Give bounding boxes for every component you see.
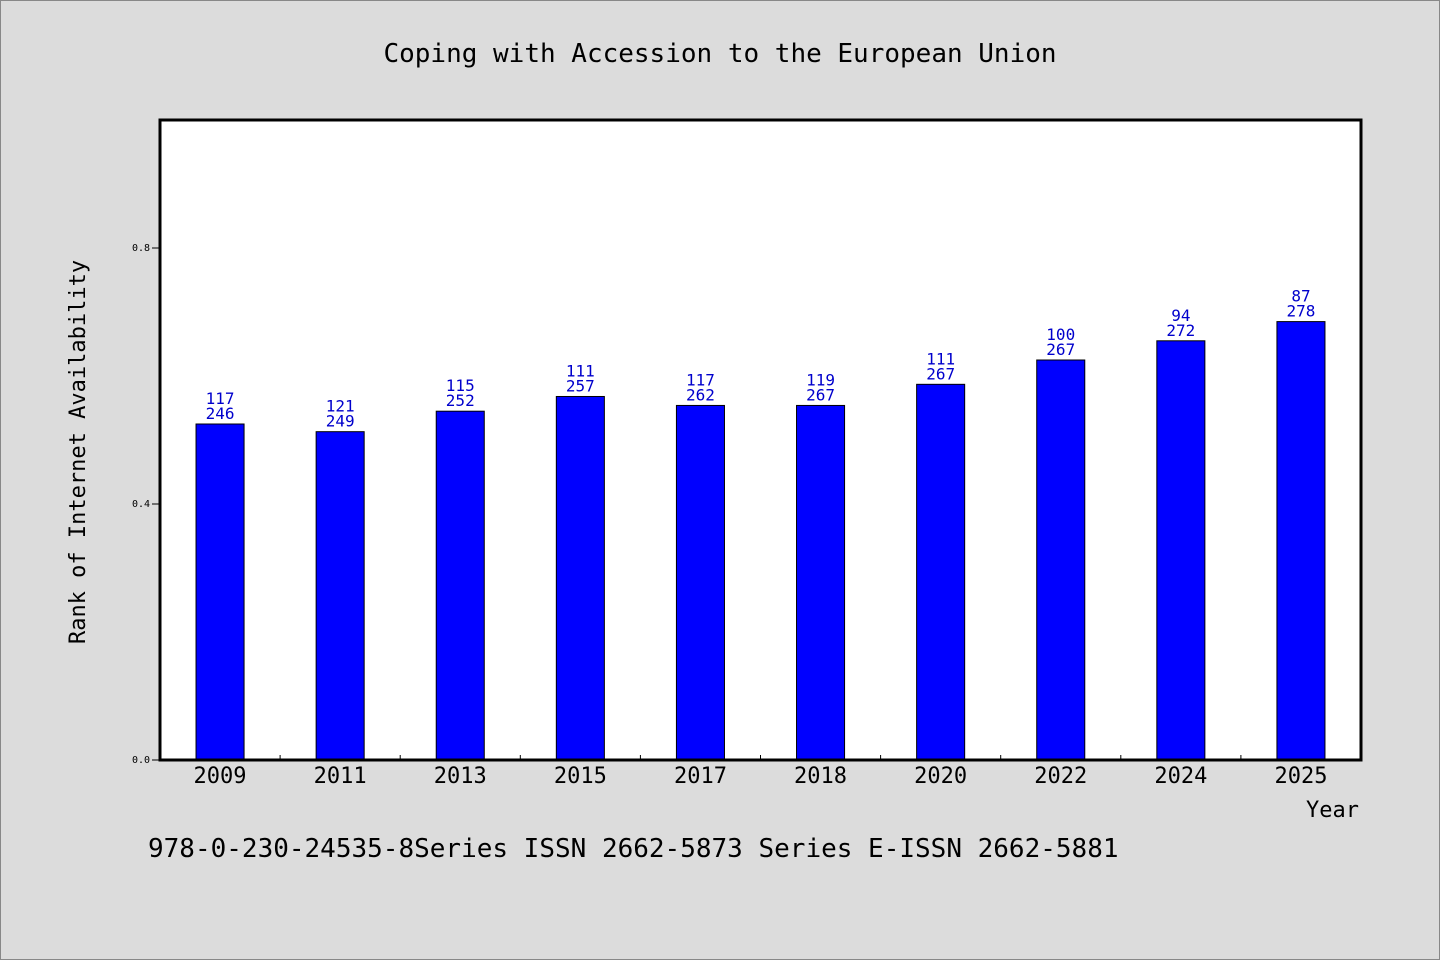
bar-2013 xyxy=(435,410,485,761)
bar-2009 xyxy=(195,423,245,761)
data-label-top-2020: 111 xyxy=(926,349,955,368)
bar-2011 xyxy=(315,431,365,761)
x-axis: 2009 2011 2013 2015 2017 2018 2020 2022 2024 2025 xyxy=(194,755,1327,789)
x-tick-label-2011: 2011 xyxy=(314,764,367,789)
data-label-bottom-2015: 257 xyxy=(566,376,595,395)
bar-2024 xyxy=(1156,340,1206,761)
data-label-top-2022: 100 xyxy=(1046,325,1075,344)
data-label-bottom-2011: 249 xyxy=(326,412,355,431)
data-label-top-2024: 94 xyxy=(1171,306,1190,325)
x-tick-label-2025: 2025 xyxy=(1274,764,1327,789)
bar-2015 xyxy=(555,395,605,761)
chart-title: Coping with Accession to the European Un… xyxy=(383,39,1056,69)
data-label-bottom-2018: 267 xyxy=(806,385,835,404)
x-axis-label: Year xyxy=(1306,798,1359,823)
x-tick-label-2018: 2018 xyxy=(794,764,847,789)
bar-2025 xyxy=(1276,321,1326,761)
data-label-bottom-2009: 246 xyxy=(206,404,235,423)
x-tick-label-2017: 2017 xyxy=(674,764,727,789)
x-tick-label-2015: 2015 xyxy=(554,764,607,789)
data-label-top-2017: 117 xyxy=(686,370,715,389)
bar-2018 xyxy=(796,404,846,761)
y-axis-label: Rank of Internet Availability xyxy=(66,260,91,644)
y-tick-label-0.0: 0.0 xyxy=(132,755,150,766)
y-tick-label-0.4: 0.4 xyxy=(132,499,150,510)
bar-2022 xyxy=(1036,359,1086,761)
data-label-top-2009: 117 xyxy=(206,389,235,408)
data-label-bottom-2025: 278 xyxy=(1286,302,1315,321)
data-label-top-2025: 87 xyxy=(1291,287,1310,306)
plot-frame xyxy=(158,118,1363,762)
data-label-top-2013: 115 xyxy=(446,376,475,395)
x-tick-label-2013: 2013 xyxy=(434,764,487,789)
x-tick-label-2024: 2024 xyxy=(1154,764,1207,789)
data-label-bottom-2020: 267 xyxy=(926,364,955,383)
y-tick-label-0.8: 0.8 xyxy=(132,243,150,254)
data-label-bottom-2022: 267 xyxy=(1046,340,1075,359)
bars-group xyxy=(195,321,1326,761)
data-label-bottom-2017: 262 xyxy=(686,385,715,404)
data-label-bottom-2024: 272 xyxy=(1166,321,1195,340)
bar-2017 xyxy=(675,404,725,761)
x-tick-label-2020: 2020 xyxy=(914,764,967,789)
footer-isbn-issn: 978-0-230-24535-8Series ISSN 2662-5873 S… xyxy=(148,834,1119,864)
data-label-bottom-2013: 252 xyxy=(446,391,475,410)
data-label-top-2018: 119 xyxy=(806,370,835,389)
bar-2020 xyxy=(916,383,966,761)
x-tick-label-2022: 2022 xyxy=(1034,764,1087,789)
x-tick-label-2009: 2009 xyxy=(194,764,247,789)
data-label-top-2011: 121 xyxy=(326,397,355,416)
data-label-top-2015: 111 xyxy=(566,361,595,380)
